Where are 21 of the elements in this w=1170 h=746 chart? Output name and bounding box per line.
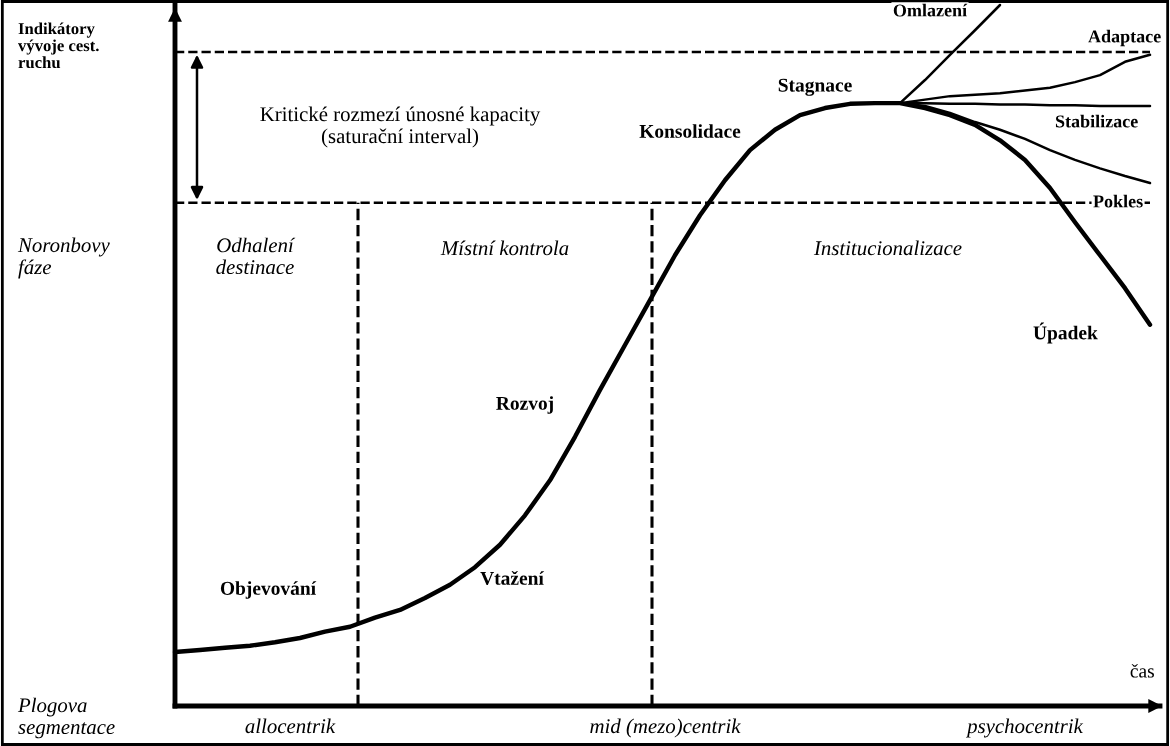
annotation: Omlazení bbox=[893, 3, 968, 17]
annotation: Konsolidace bbox=[639, 124, 741, 138]
annotation: Místní kontrola bbox=[440, 240, 569, 256]
annotation: Objevování bbox=[220, 581, 317, 599]
annotation: Adaptace bbox=[1088, 29, 1161, 47]
annotation: Pokles bbox=[1093, 194, 1143, 208]
annotation: Rozvoj bbox=[496, 396, 553, 414]
annotation: Úpadek bbox=[1033, 322, 1098, 344]
annotation: Stabilizace bbox=[1055, 114, 1138, 128]
annotation: Stagnace bbox=[778, 78, 852, 96]
annotation: Institucionalizace bbox=[813, 240, 962, 256]
annotation: Vtažení bbox=[480, 570, 545, 585]
text: psychocentrik bbox=[965, 718, 1084, 738]
annotation: Kritické rozmezí únosné kapacity (saturační interval) bbox=[260, 106, 541, 148]
annotation: Odhalení destinace bbox=[216, 237, 296, 275]
text: allocentrik bbox=[245, 718, 336, 734]
x-axis-title: čas bbox=[1130, 663, 1154, 678]
text: mid (mezo)centrik bbox=[590, 718, 741, 738]
text: Plogova segmentace bbox=[17, 697, 115, 739]
y-axis-title: Indikátory vývoje cest. ruchu bbox=[18, 22, 99, 69]
text: Noronbovy fáze bbox=[17, 237, 110, 279]
